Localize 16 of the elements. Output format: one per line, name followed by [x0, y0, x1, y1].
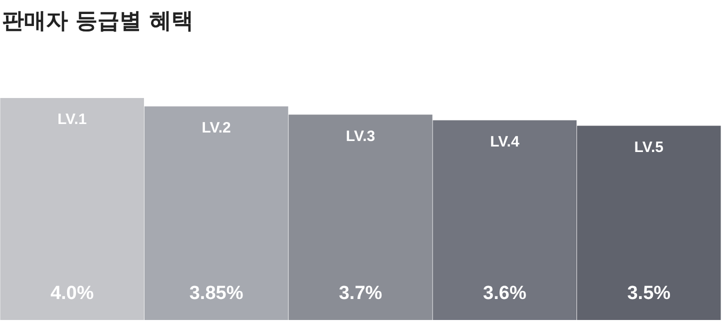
x-tick-label: LV.3: [346, 128, 376, 145]
bar: [0, 98, 144, 320]
x-tick-label: LV.2: [202, 119, 231, 136]
x-tick-label: LV.4: [490, 133, 520, 150]
bar: [144, 106, 288, 320]
x-tick-label: LV.5: [634, 138, 664, 156]
bar: [432, 120, 577, 320]
bar: [288, 114, 432, 320]
data-label: 4.0%: [50, 283, 94, 304]
bar: [577, 126, 721, 320]
data-label: 3.6%: [483, 283, 526, 304]
data-label: 3.85%: [189, 283, 244, 304]
data-label: 3.5%: [627, 283, 671, 304]
chart-title: 판매자 등급별 혜택: [1, 8, 194, 36]
x-tick-label: LV.1: [58, 111, 87, 128]
data-label: 3.7%: [338, 283, 382, 304]
